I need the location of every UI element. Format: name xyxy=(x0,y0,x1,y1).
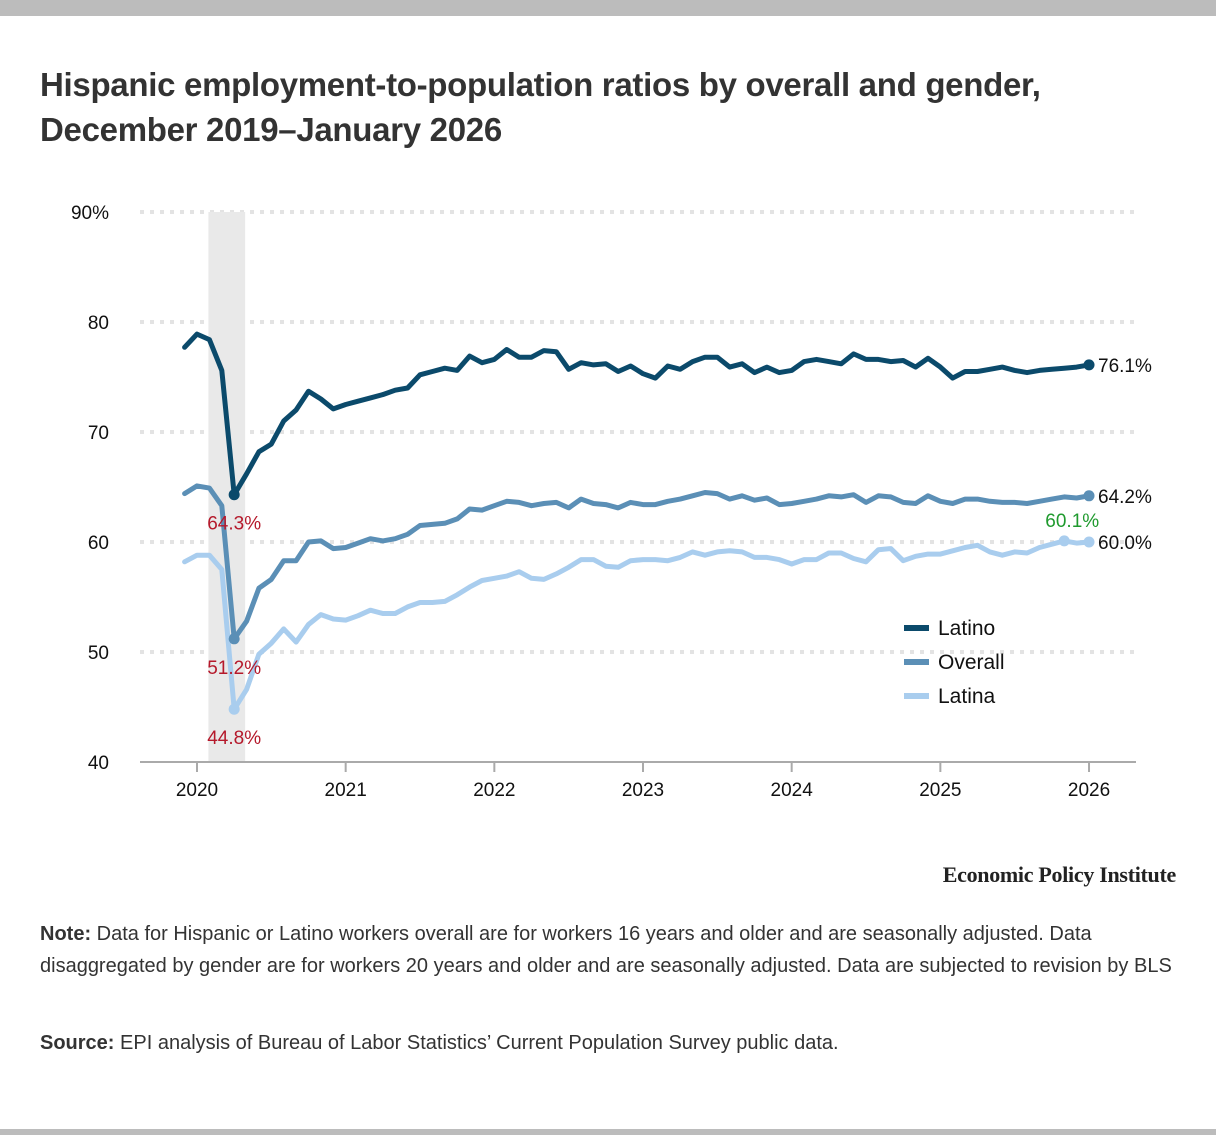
x-tick-label: 2021 xyxy=(325,780,367,801)
data-labels: 60.0% 64.2% 76.1% 64.3% 51.2% 44.8% 60.1% xyxy=(207,356,1152,749)
x-tick-label: 2022 xyxy=(473,780,515,801)
end-marker-overall xyxy=(1083,490,1095,502)
legend-label-latina: Latina xyxy=(938,685,996,708)
end-marker-latino xyxy=(1083,359,1095,371)
x-tick-label: 2023 xyxy=(622,780,664,801)
bottom-border xyxy=(0,1129,1216,1135)
end-label-latina: 60.0% xyxy=(1098,533,1152,554)
legend: Latino Overall Latina xyxy=(904,617,1005,708)
y-tick-label: 80 xyxy=(88,313,109,334)
y-tick-label: 50 xyxy=(88,643,109,664)
series-markers xyxy=(228,359,1095,715)
y-axis-labels: 40 50 60 70 80 90% xyxy=(71,203,109,774)
annotation-label: 51.2% xyxy=(207,658,261,679)
annotation-marker xyxy=(228,633,240,645)
epi-logo: Economic Policy Institute xyxy=(942,862,1177,887)
series-lines xyxy=(182,331,1092,712)
series-line-latina xyxy=(182,538,1092,712)
series-line-latino xyxy=(182,331,1092,498)
series-line-overall xyxy=(182,483,1092,642)
note-body: Data for Hispanic or Latino workers over… xyxy=(40,923,1172,977)
y-tick-label: 90% xyxy=(71,203,109,224)
annotation-marker xyxy=(228,489,240,501)
x-tick-label: 2025 xyxy=(919,780,961,801)
gridlines xyxy=(140,210,1136,654)
y-tick-label: 60 xyxy=(88,533,109,554)
x-tick-label: 2020 xyxy=(176,780,218,801)
source-body: EPI analysis of Bureau of Labor Statisti… xyxy=(114,1032,839,1054)
chart-title: Hispanic employment-to-population ratios… xyxy=(40,66,1041,148)
annotation-label: 64.3% xyxy=(207,514,261,535)
end-label-latino: 76.1% xyxy=(1098,356,1152,377)
x-tick-label: 2026 xyxy=(1068,780,1110,801)
legend-swatch-overall xyxy=(904,659,929,665)
annotation-label: 60.1% xyxy=(1045,511,1099,532)
legend-label-overall: Overall xyxy=(938,651,1005,674)
legend-label-latino: Latino xyxy=(938,617,995,640)
x-tick-label: 2024 xyxy=(771,780,814,801)
source-label: Source: xyxy=(40,1032,115,1054)
annotation-marker xyxy=(1058,535,1070,547)
note-text: Note: Data for Hispanic or Latino worker… xyxy=(40,918,1180,982)
annotation-marker xyxy=(228,703,240,715)
end-marker-latina xyxy=(1083,536,1095,548)
end-label-overall: 64.2% xyxy=(1098,487,1152,508)
y-tick-label: 40 xyxy=(88,753,109,774)
y-tick-label: 70 xyxy=(88,423,109,444)
legend-swatch-latino xyxy=(904,625,929,631)
top-border xyxy=(0,0,1216,16)
x-axis-labels: 2020 2021 2022 2023 2024 2025 2026 xyxy=(176,780,1110,801)
legend-swatch-latina xyxy=(904,693,929,699)
source-text: Source: EPI analysis of Bureau of Labor … xyxy=(40,1027,1180,1059)
note-label: Note: xyxy=(40,923,92,945)
x-axis xyxy=(140,761,1136,772)
annotation-label: 44.8% xyxy=(207,728,261,749)
